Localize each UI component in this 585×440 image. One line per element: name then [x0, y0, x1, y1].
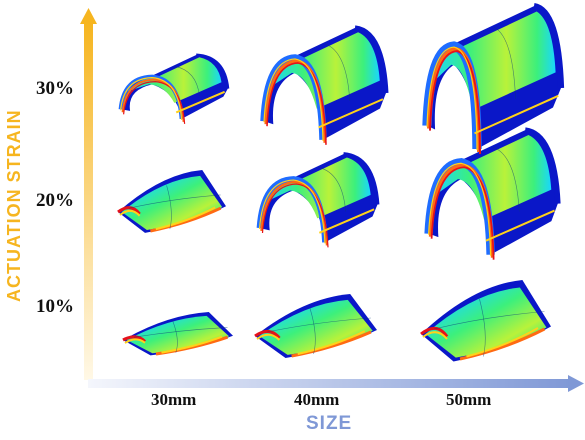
shape-40mm-20pct: [256, 152, 380, 248]
shape-30mm-30pct: [118, 53, 230, 124]
shape-30mm-20pct: [117, 170, 226, 233]
x-axis-label: SIZE: [306, 413, 353, 434]
row-label-10: 10%: [36, 296, 74, 317]
shape-30mm-10pct: [122, 312, 233, 356]
shape-50mm-10pct: [420, 280, 551, 362]
shape-50mm-30pct: [422, 3, 565, 155]
y-axis-arrowhead: [80, 8, 97, 24]
row-label-30: 30%: [36, 78, 74, 99]
shape-40mm-30pct: [260, 25, 389, 145]
column-label-30mm: 30mm: [151, 390, 197, 409]
y-axis-arrow-shaft: [84, 22, 93, 380]
deformed-shapes-grid: [117, 3, 565, 362]
row-label-20: 20%: [36, 190, 74, 211]
shape-40mm-10pct: [254, 294, 377, 358]
y-axis-label: ACTUATION STRAIN: [4, 109, 24, 302]
shape-50mm-20pct: [424, 127, 561, 260]
x-axis-arrow-shaft: [88, 379, 573, 388]
column-label-40mm: 40mm: [294, 390, 340, 409]
column-label-50mm: 50mm: [446, 390, 492, 409]
x-axis-arrowhead: [568, 375, 584, 392]
